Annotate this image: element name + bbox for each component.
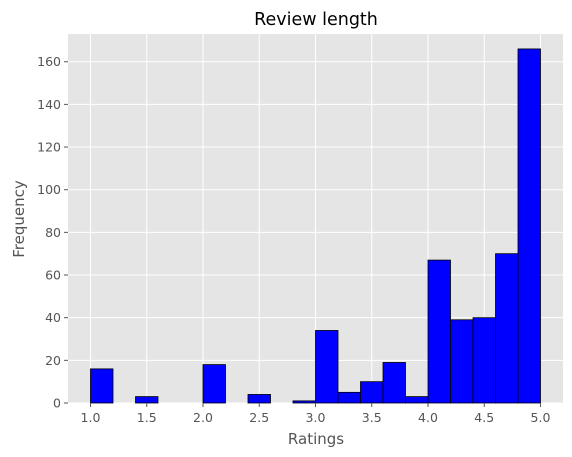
x-tick-label: 4.0 — [418, 410, 438, 425]
histogram-bar — [135, 396, 159, 404]
chart-title: Review length — [254, 10, 378, 30]
histogram-bar — [472, 317, 496, 404]
y-tick-label: 20 — [45, 353, 61, 368]
x-axis-ticks: 1.0 1.5 2.0 2.5 3.0 3.5 4.0 4.5 5.0 — [81, 403, 551, 425]
x-tick-label: 4.5 — [474, 410, 494, 425]
histogram-bar — [517, 48, 541, 404]
histogram-bar — [202, 364, 226, 404]
bars — [90, 48, 541, 404]
y-axis-ticks: 0 20 40 60 80 100 120 140 160 — [37, 54, 68, 411]
histogram-bar — [450, 319, 474, 404]
y-tick-label: 160 — [37, 54, 61, 69]
y-tick-label: 40 — [45, 310, 61, 325]
x-tick-label: 1.5 — [137, 410, 157, 425]
histogram-bar — [382, 362, 406, 404]
x-tick-label: 2.0 — [193, 410, 213, 425]
histogram-bar — [495, 253, 519, 404]
histogram-bar — [337, 391, 361, 404]
y-tick-label: 60 — [45, 268, 61, 283]
histogram-bar — [90, 368, 114, 404]
x-tick-label: 5.0 — [531, 410, 551, 425]
histogram-bar — [315, 330, 339, 404]
histogram-bar — [405, 396, 429, 404]
y-tick-label: 0 — [53, 396, 61, 411]
y-tick-label: 80 — [45, 225, 61, 240]
x-tick-label: 2.5 — [249, 410, 269, 425]
x-axis-title: Ratings — [288, 430, 344, 448]
histogram-bar — [360, 381, 384, 404]
histogram-bar — [292, 400, 316, 404]
y-tick-label: 120 — [37, 140, 61, 155]
x-tick-label: 3.5 — [362, 410, 382, 425]
y-axis-title: Frequency — [10, 180, 28, 258]
histogram-bar — [427, 259, 451, 404]
y-tick-label: 100 — [37, 182, 61, 197]
x-tick-label: 3.0 — [306, 410, 326, 425]
y-tick-label: 140 — [37, 97, 61, 112]
histogram-bar — [247, 394, 271, 404]
x-tick-label: 1.0 — [81, 410, 101, 425]
